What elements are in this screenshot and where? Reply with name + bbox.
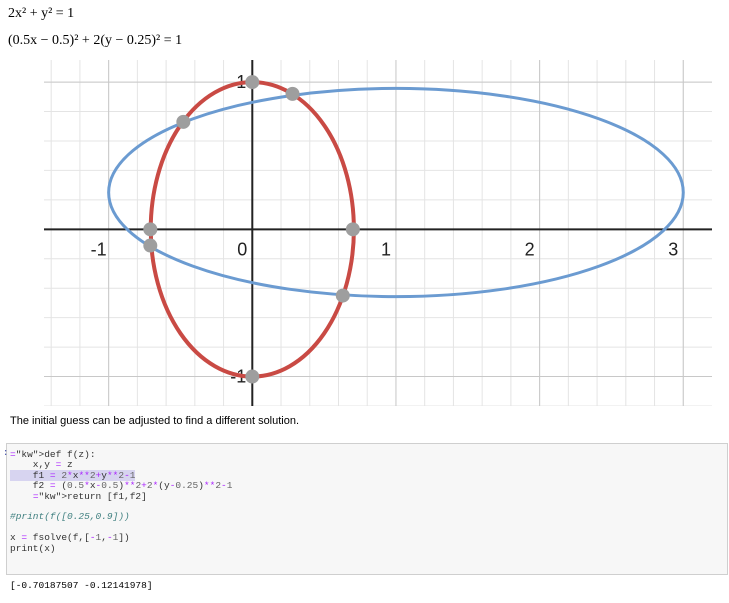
- code-line: f2 = (0.5*x-0.5)**2+2*(y-0.25)**2-1: [10, 480, 233, 492]
- intersection-point: [245, 369, 260, 384]
- intersection-point: [245, 75, 260, 90]
- intersection-point: [345, 222, 360, 237]
- ellipse-curve-2: [107, 86, 685, 299]
- code-line: ="kw">return [f1,f2]: [32, 490, 147, 502]
- x-tick-label: 0: [237, 239, 247, 259]
- intersection-point: [143, 222, 158, 237]
- code-line: x,y = z: [10, 459, 73, 471]
- x-tick-label: 1: [381, 239, 391, 259]
- equation-1: 2x² + y² = 1: [8, 6, 75, 21]
- intersection-point: [285, 86, 300, 101]
- intersection-point: [143, 238, 158, 253]
- x-tick-label: 2: [525, 239, 535, 259]
- graph-plot: -1 0 1 2 31-1: [44, 60, 712, 406]
- x-tick-label: 3: [668, 239, 678, 259]
- code-line: x = fsolve(f,[-1,-1]): [10, 532, 130, 544]
- code-line: print(x): [10, 542, 56, 554]
- code-line: #print(f([0.25,0.9])): [10, 511, 130, 523]
- explanation-text: The initial guess can be adjusted to fin…: [10, 415, 300, 427]
- cell-prompt: :: [3, 448, 9, 458]
- intersection-point: [176, 114, 191, 129]
- code-line: ="kw">def f(z):: [10, 449, 96, 460]
- intersection-point: [335, 288, 350, 303]
- cell-output: [-0.70187507 -0.12141978]: [10, 580, 153, 591]
- code-editor[interactable]: ="kw">def f(z): x,y = z f1 = 2*x**2+y**2…: [10, 449, 233, 554]
- code-line: f1 = 2*x**2+y**2-1: [10, 469, 136, 481]
- equation-2: (0.5x − 0.5)² + 2(y − 0.25)² = 1: [8, 33, 183, 48]
- code-cell[interactable]: [6, 443, 728, 575]
- x-tick-label: -1: [91, 239, 107, 259]
